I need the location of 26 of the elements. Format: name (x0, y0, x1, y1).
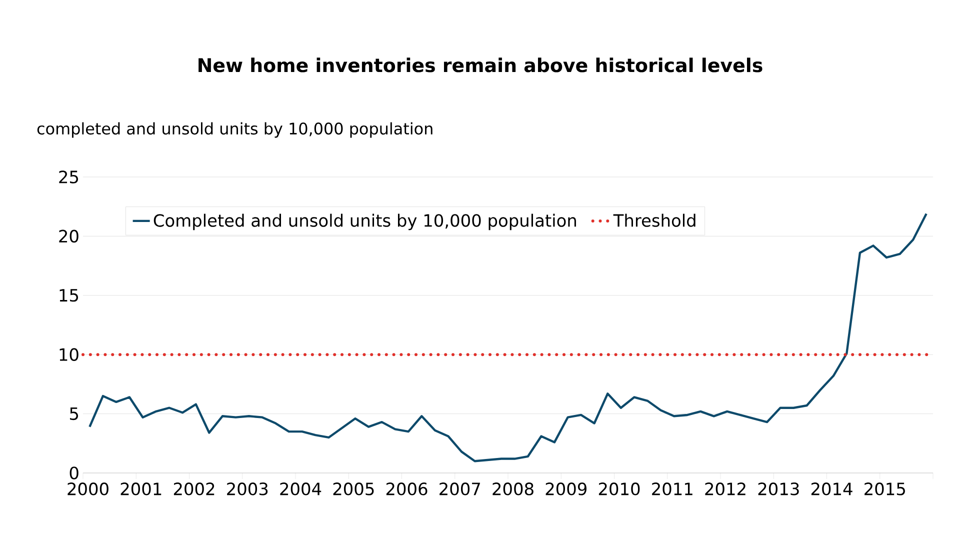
x-tick-label: 2005 (333, 482, 374, 496)
x-tick-label: 2015 (864, 482, 905, 496)
y-tick-label: 10 (60, 348, 78, 361)
y-tick-label: 0 (70, 466, 78, 480)
x-tick-label: 2011 (652, 482, 692, 496)
x-tick-label: 2007 (440, 482, 480, 496)
x-tick-label: 2000 (68, 482, 108, 496)
x-tick-label: 2012 (705, 482, 746, 496)
x-tick-label: 2004 (280, 482, 322, 496)
x-tick-label: 2013 (758, 482, 799, 496)
y-axis-title: completed and unsold units by 10,000 population (37, 122, 432, 138)
x-tick-label: 2001 (120, 482, 162, 496)
x-tick-label: 2006 (386, 482, 428, 496)
x-tick-label: 2002 (174, 482, 214, 496)
x-tick-label: 2008 (492, 482, 534, 496)
x-tick-label: 2009 (546, 482, 586, 496)
y-tick-label: 5 (70, 407, 78, 420)
legend-label: Threshold (613, 214, 696, 227)
chart-title: New home inventories remain above historical levels (198, 58, 762, 72)
y-tick-label: 25 (59, 170, 78, 184)
x-tick-label: 2010 (598, 482, 640, 496)
legend-label: Completed and unsold units by 10,000 population (154, 214, 576, 230)
y-tick-label: 15 (60, 289, 78, 302)
y-tick-label: 20 (59, 230, 78, 243)
x-tick-label: 2014 (811, 482, 852, 496)
x-tick-label: 2003 (227, 482, 268, 496)
